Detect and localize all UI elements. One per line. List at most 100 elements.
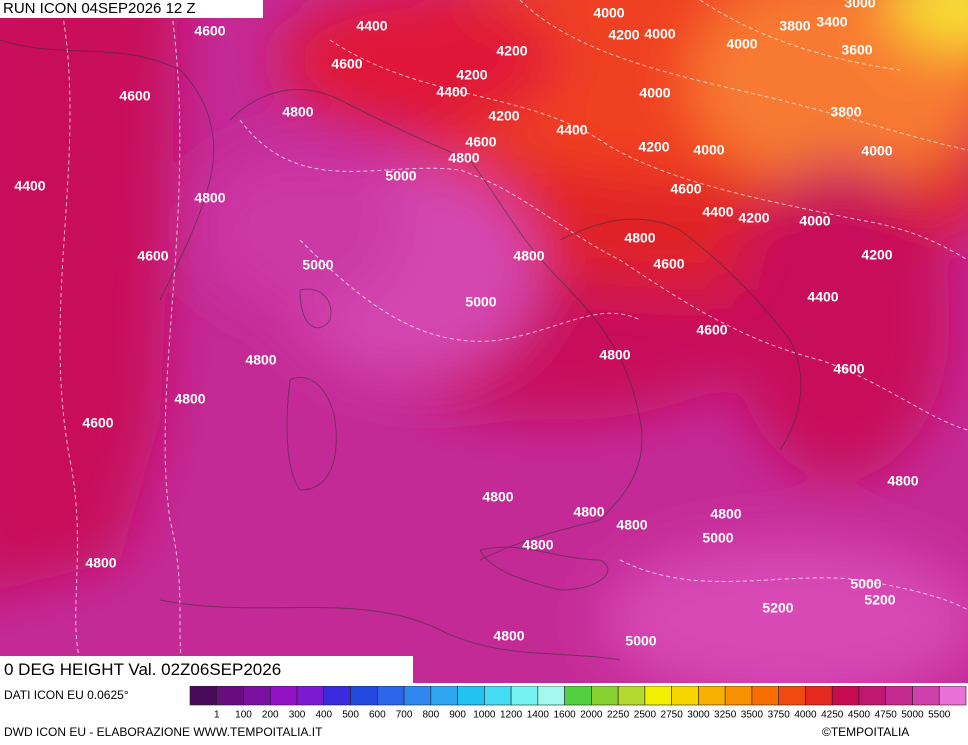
colorbar-label: 600 xyxy=(369,710,386,721)
colorbar-swatch xyxy=(938,686,967,706)
contour-label: 3600 xyxy=(841,42,872,58)
colorbar-label: 100 xyxy=(235,710,252,721)
colorbar-swatch xyxy=(805,686,833,706)
colorbar-swatch xyxy=(403,686,432,706)
colorbar-label: 3000 xyxy=(687,710,710,721)
contour-label: 4400 xyxy=(702,204,733,220)
colorbar: 1 100 200 300 400 500 600 700 800 900 1000 1200 1400… xyxy=(189,686,967,721)
contour-label: 3800 xyxy=(779,18,810,34)
colorbar-swatch xyxy=(617,686,646,706)
contour-label: 4000 xyxy=(644,26,675,42)
contour-label: 4200 xyxy=(608,27,639,43)
contour-label: 5000 xyxy=(850,576,881,592)
contour-label: 4000 xyxy=(799,213,830,229)
colorbar-swatch xyxy=(510,686,539,706)
run-header: RUN ICON 04SEP2026 12 Z xyxy=(0,0,263,18)
colorbar-label: 4250 xyxy=(821,710,844,721)
colorbar-swatch xyxy=(189,686,218,706)
colorbar-swatch xyxy=(323,686,351,706)
contour-label: 4600 xyxy=(696,322,727,338)
contour-label: 4800 xyxy=(493,628,524,644)
colorbar-swatch xyxy=(831,686,860,706)
colorbar-swatch xyxy=(591,686,619,706)
contour-label: 4800 xyxy=(710,506,741,522)
contour-label: 3000 xyxy=(844,0,875,11)
contour-label: 4800 xyxy=(194,190,225,206)
contour-label: 4800 xyxy=(887,473,918,489)
colorbar-swatch xyxy=(698,686,726,706)
colorbar-swatch xyxy=(296,686,325,706)
contour-label: 4800 xyxy=(448,150,479,166)
contour-label: 4600 xyxy=(82,415,113,431)
contour-label: 4200 xyxy=(456,67,487,83)
contour-label: 4400 xyxy=(14,178,45,194)
contour-label: 3800 xyxy=(830,104,861,120)
colorbar-label: 3250 xyxy=(714,710,737,721)
colorbar-swatch xyxy=(912,686,940,706)
contour-label: 4600 xyxy=(465,134,496,150)
colorbar-label: 2500 xyxy=(634,710,657,721)
colorbar-swatch xyxy=(724,686,753,706)
contours xyxy=(59,0,968,683)
colorbar-label: 1200 xyxy=(500,710,523,721)
contour-label: 4000 xyxy=(861,143,892,159)
contour-label: 4800 xyxy=(616,517,647,533)
contour-label: 4400 xyxy=(807,289,838,305)
colorbar-swatch xyxy=(484,686,512,706)
contour-label: 4600 xyxy=(137,248,168,264)
colorbar-label: 2000 xyxy=(580,710,603,721)
colorbar-label: 400 xyxy=(315,710,332,721)
contour-label: 5200 xyxy=(762,600,793,616)
contour-label: 5000 xyxy=(702,530,733,546)
colorbar-swatch xyxy=(671,686,699,706)
colorbar-swatch xyxy=(377,686,405,706)
colorbar-label: 1 xyxy=(214,710,220,721)
colorbar-swatch xyxy=(243,686,271,706)
contour-label: 4600 xyxy=(833,361,864,377)
colorbar-label: 1400 xyxy=(527,710,550,721)
colorbar-swatch xyxy=(269,686,298,706)
contour-label: 4800 xyxy=(522,537,553,553)
colorbar-swatch xyxy=(751,686,779,706)
contour-label: 4800 xyxy=(174,391,205,407)
contour-label: 4800 xyxy=(513,248,544,264)
colorbar-label: 500 xyxy=(342,710,359,721)
colorbar-swatch xyxy=(885,686,913,706)
contour-label: 4800 xyxy=(599,347,630,363)
colorbar-label: 3500 xyxy=(741,710,764,721)
data-source: DATI ICON EU 0.0625° xyxy=(4,688,129,702)
contour-label: 4800 xyxy=(245,352,276,368)
contour-label: 4000 xyxy=(593,5,624,21)
contour-label: 4400 xyxy=(436,84,467,100)
contour-label: 4400 xyxy=(356,18,387,34)
colorbar-label: 900 xyxy=(449,710,466,721)
colorbar-label: 1600 xyxy=(553,710,576,721)
contour-label: 4800 xyxy=(573,504,604,520)
contour-label: 4600 xyxy=(331,56,362,72)
colorbar-swatch xyxy=(858,686,887,706)
colorbar-swatch xyxy=(216,686,244,706)
contour-label: 4600 xyxy=(119,88,150,104)
colorbar-label: 5500 xyxy=(928,710,951,721)
contour-label: 5000 xyxy=(302,257,333,273)
contour-label: 4600 xyxy=(670,181,701,197)
contour-label: 4000 xyxy=(639,85,670,101)
contour-label: 4800 xyxy=(282,104,313,120)
contour-label: 4200 xyxy=(496,43,527,59)
colorbar-swatch xyxy=(457,686,485,706)
field xyxy=(0,0,968,683)
contour-label: 3400 xyxy=(816,14,847,30)
colorbar-label: 4000 xyxy=(794,710,817,721)
contour-label: 5200 xyxy=(864,592,895,608)
colorbar-swatch xyxy=(537,686,565,706)
contour-label: 4400 xyxy=(556,122,587,138)
colorbar-label: 2250 xyxy=(607,710,630,721)
contour-label: 4800 xyxy=(624,230,655,246)
colorbar-label: 4750 xyxy=(875,710,898,721)
variable-label: 0 DEG HEIGHT Val. 02Z06SEP2026 xyxy=(0,656,413,683)
footer-copyright: ©TEMPOITALIA xyxy=(822,725,910,739)
contour-label: 4800 xyxy=(482,489,513,505)
colorbar-label: 1000 xyxy=(473,710,496,721)
contour-label: 5000 xyxy=(625,633,656,649)
